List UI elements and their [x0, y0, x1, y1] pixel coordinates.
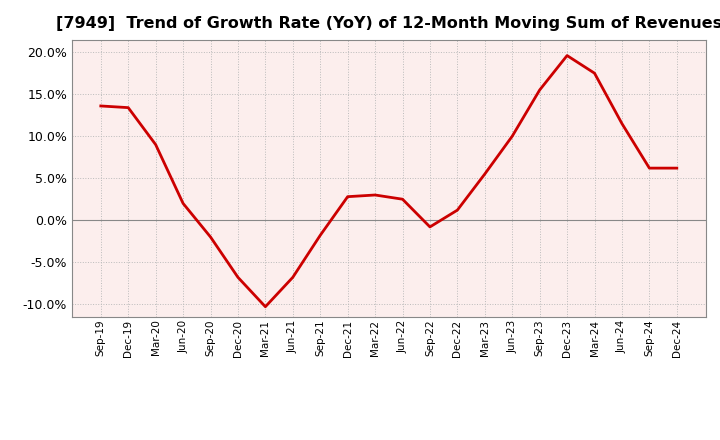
Title: [7949]  Trend of Growth Rate (YoY) of 12-Month Moving Sum of Revenues: [7949] Trend of Growth Rate (YoY) of 12-…: [55, 16, 720, 32]
